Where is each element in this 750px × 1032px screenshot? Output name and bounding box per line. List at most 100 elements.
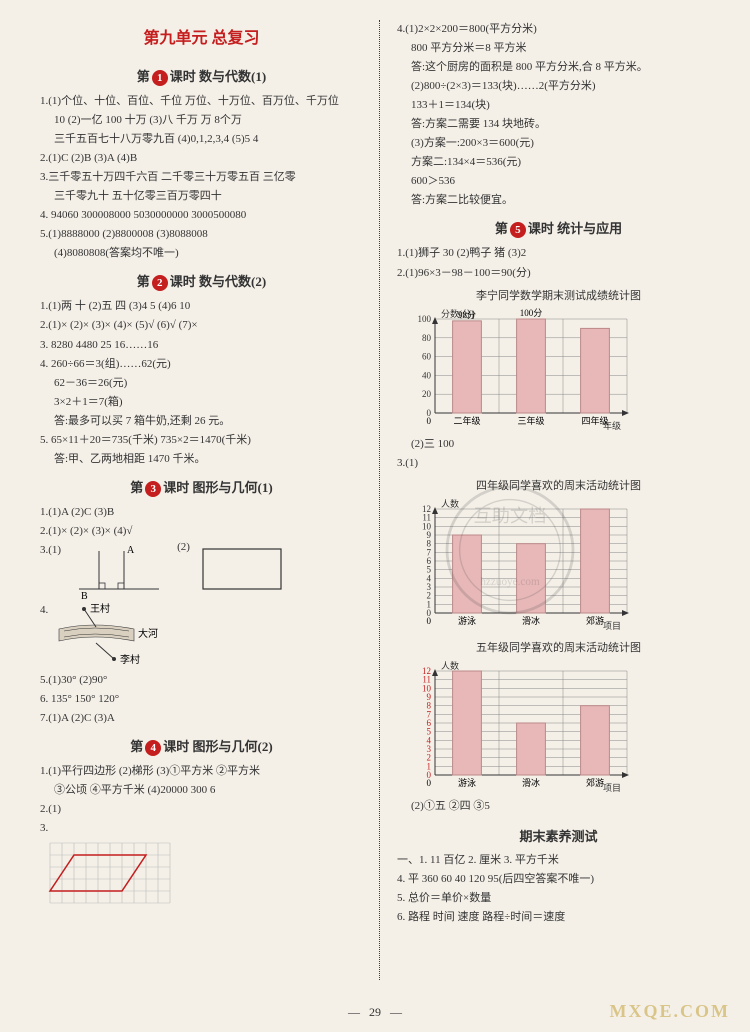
text-line: 答:最多可以买 7 箱牛奶,还剩 26 元。 [40,413,363,430]
svg-text:人数: 人数 [441,660,459,671]
text-line: 800 平方分米＝8 平方米 [397,40,720,57]
text-line: 三千零九十 五十亿零三百万零四十 [40,188,363,205]
text-line: 600＞536 [397,173,720,190]
label-4: 4. [40,602,48,619]
text-line: 答:方案二比较便宜。 [397,192,720,209]
svg-text:10: 10 [422,683,432,693]
svg-text:0: 0 [427,616,432,626]
svg-text:0: 0 [427,416,432,426]
text-line: 2.(1)× (2)× (3)× (4)× (5)√ (6)√ (7)× [40,317,363,334]
svg-text:98分: 98分 [458,309,476,319]
svg-text:1: 1 [427,599,432,609]
text-line: 答:方案二需要 134 块地砖。 [397,116,720,133]
svg-text:12: 12 [422,504,431,514]
grid-parallelogram-figure [40,838,190,908]
text-line: 方案二:134×4＝536(元) [397,154,720,171]
text-line: ③公顷 ④平方千米 (4)20000 300 6 [40,782,363,799]
svg-text:游泳: 游泳 [458,777,476,788]
text-line: 三千五百七十八万零九百 (4)0,1,2,3,4 (5)5 4 [40,131,363,148]
lesson-num-badge: 5 [510,222,526,238]
svg-text:2: 2 [427,752,432,762]
site-watermark: MXQE.COM [610,1001,730,1022]
svg-text:滑冰: 滑冰 [522,777,540,788]
label-B: B [81,591,88,601]
svg-text:项目: 项目 [603,783,621,793]
text-line: 133＋1＝134(块) [397,97,720,114]
text-line: 4. 260÷66＝3(组)……62(元) [40,356,363,373]
svg-text:游泳: 游泳 [458,615,476,626]
text-line: 4. 94060 300008000 5030000000 3000500080 [40,207,363,224]
svg-text:4: 4 [427,735,432,745]
label-3-1: 3.(1) [40,542,61,559]
text-line: 答:甲、乙两地相距 1470 千米。 [40,451,363,468]
svg-text:6: 6 [427,718,432,728]
svg-text:11: 11 [422,674,431,684]
text-line: 62－36＝26(元) [40,375,363,392]
wang-label: 王村 [90,602,110,615]
lesson-post: 课时 图形与几何(2) [163,739,272,754]
text-line: 2.(1) [40,801,363,818]
text-line: 答:这个厨房的面积是 800 平方分米,合 8 平方米。 [397,59,720,76]
lesson-num-badge: 3 [145,481,161,497]
svg-text:1: 1 [427,761,432,771]
svg-text:四年级: 四年级 [581,415,608,426]
text-line: 6. 135° 150° 120° [40,691,363,708]
svg-text:11: 11 [422,512,431,522]
text-line: (2)800÷(2×3)＝133(块)……2(平方分米) [397,78,720,95]
svg-text:8: 8 [427,538,432,548]
svg-text:2: 2 [427,590,432,600]
svg-text:郊游: 郊游 [586,777,604,788]
text-line: (2)①五 ②四 ③5 [397,798,720,815]
svg-text:100: 100 [418,314,432,324]
text-line: 2.(1)× (2)× (3)× (4)√ [40,523,363,540]
svg-text:5: 5 [427,726,432,736]
unit-title: 第九单元 总复习 [40,24,363,48]
chart1-bar-chart: 020406080100分数(分)年级二年级98分三年级100分四年级0 [397,305,637,435]
lesson-1-title: 第1课时 数与代数(1) [40,66,363,86]
text-line: 6. 路程 时间 速度 路程÷时间＝速度 [397,909,720,926]
lesson-pre: 第 [137,274,150,289]
lesson-pre: 第 [130,480,143,495]
li-label: 李村 [120,653,140,666]
text-line: 5. 65×11＋20＝735(千米) 735×2＝1470(千米) [40,432,363,449]
page-number-value: 29 [363,1005,387,1020]
svg-text:人数: 人数 [441,498,459,509]
text-line: 5. 总价＝单价×数量 [397,890,720,907]
text-line: 10 (2)一亿 100 十万 (3)八 千万 万 8个万 [40,112,363,129]
text-line: 3.(1) [397,455,720,472]
svg-text:8: 8 [427,700,432,710]
text-line: 3. [40,820,363,837]
text-line: 7.(1)A (2)C (3)A [40,710,363,727]
left-column: 第九单元 总复习 第1课时 数与代数(1) 1.(1)个位、十位、百位、千位 万… [40,20,363,980]
lesson-2-title: 第2课时 数与代数(2) [40,271,363,291]
svg-text:80: 80 [422,332,432,342]
text-line: 5.(1)30° (2)90° [40,672,363,689]
river-label: 大河 [138,627,158,640]
svg-text:7: 7 [427,547,432,557]
text-line: 3×2＋1＝7(箱) [40,394,363,411]
right-column: 4.(1)2×2×200＝800(平方分米) 800 平方分米＝8 平方米 答:… [397,20,720,980]
lesson-pre: 第 [495,221,508,236]
svg-text:滑冰: 滑冰 [522,615,540,626]
text-line: 4.(1)2×2×200＝800(平方分米) [397,21,720,38]
svg-text:6: 6 [427,556,432,566]
svg-text:100分: 100分 [520,308,543,318]
svg-text:7: 7 [427,709,432,719]
svg-text:3: 3 [427,582,432,592]
lesson-pre: 第 [137,69,150,84]
label-A: A [127,545,135,556]
column-divider [379,20,381,980]
svg-text:10: 10 [422,521,432,531]
final-test-title: 期末素养测试 [397,826,720,845]
text-line: 1.(1)A (2)C (3)B [40,504,363,521]
text-line: 3. 8280 4480 25 16……16 [40,337,363,354]
rectangle-figure [198,541,288,596]
text-line: 1.(1)狮子 30 (2)鸭子 猪 (3)2 [397,245,720,262]
chart2-title: 四年级同学喜欢的周末活动统计图 [397,477,720,493]
text-line: (4)8080808(答案均不唯一) [40,245,363,262]
text-line: 2.(1)96×3－98－100＝90(分) [397,265,720,282]
svg-text:3: 3 [427,744,432,754]
chart1-title: 李宁同学数学期末测试成绩统计图 [397,287,720,303]
text-line: 1.(1)个位、十位、百位、千位 万位、十万位、百万位、千万位 [40,93,363,110]
svg-text:4: 4 [427,573,432,583]
